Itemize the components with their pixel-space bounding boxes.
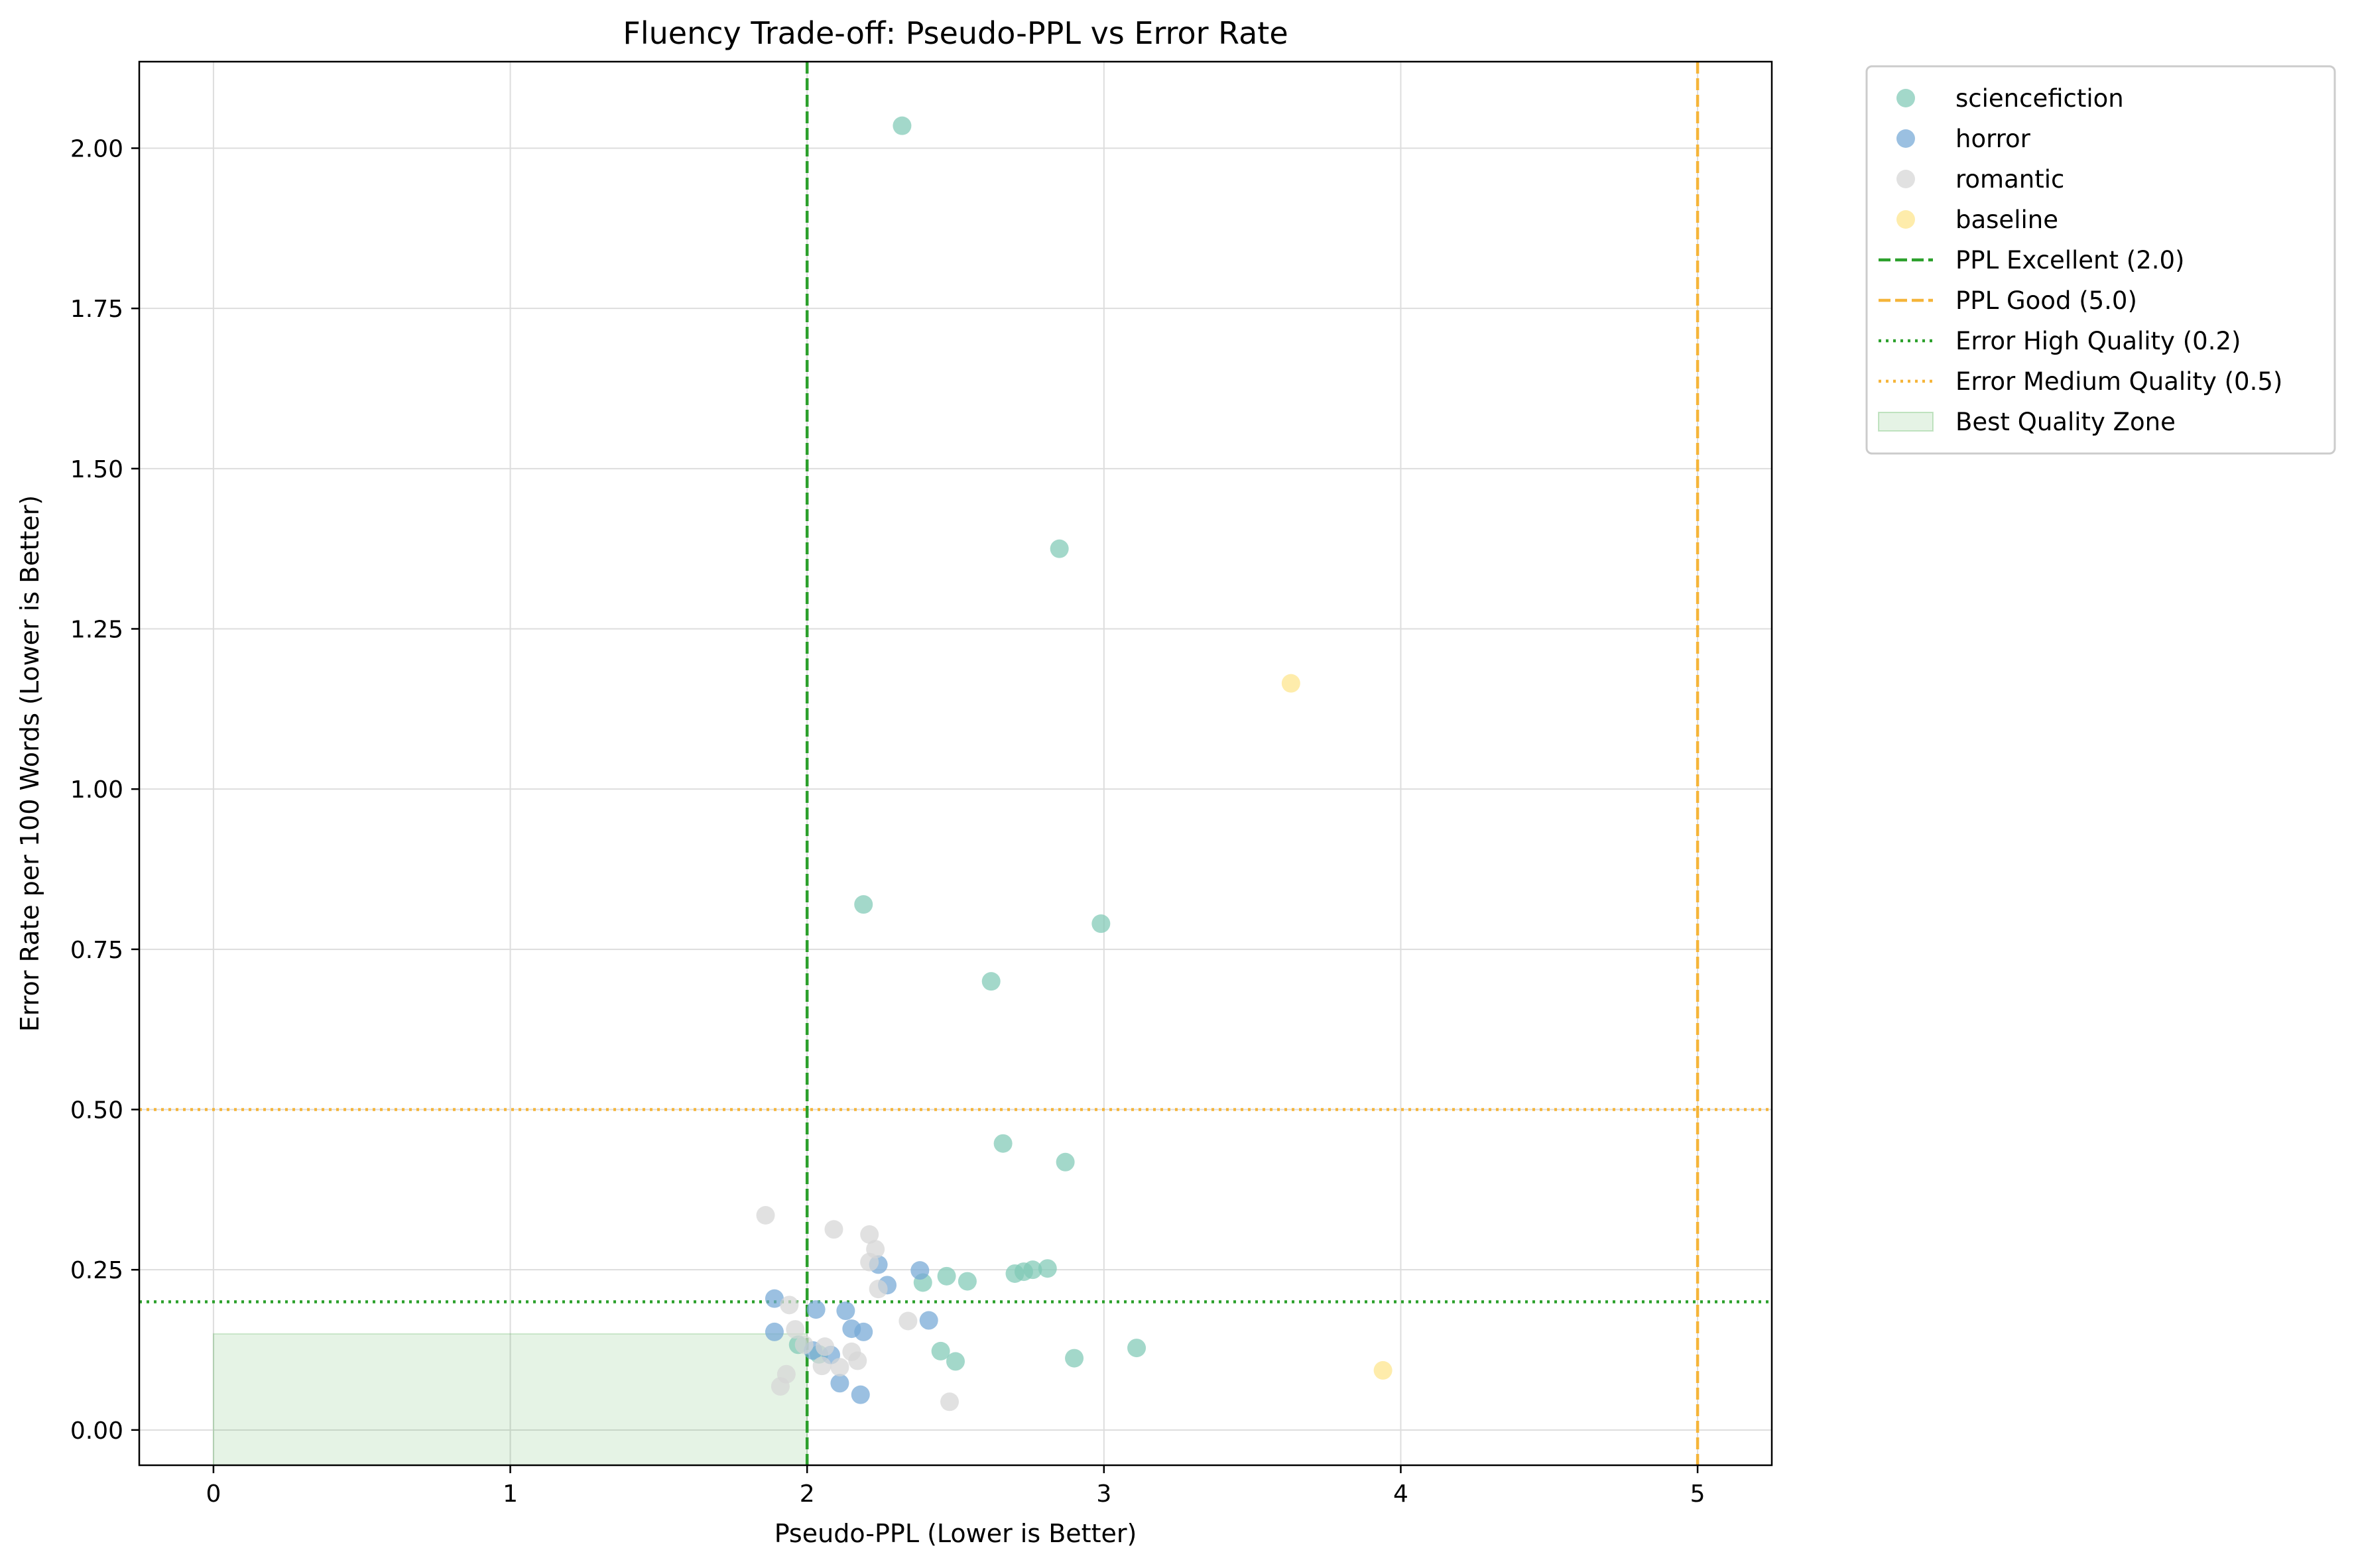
point-romantic-8 <box>786 1320 805 1339</box>
best-quality-zone-layer <box>212 1333 808 1467</box>
point-baseline-0 <box>1281 674 1300 693</box>
series-horror <box>765 1255 938 1404</box>
point-romantic-17 <box>940 1392 960 1412</box>
point-sciencefiction-0 <box>893 116 912 135</box>
point-horror-3 <box>836 1301 855 1321</box>
x-tick-label-2: 2 <box>800 1480 815 1508</box>
series-romantic <box>756 1206 960 1412</box>
point-sciencefiction-15 <box>931 1341 950 1360</box>
legend-marker-romantic <box>1896 170 1915 188</box>
point-romantic-7 <box>898 1311 918 1331</box>
point-horror-0 <box>765 1289 784 1308</box>
reference-lines <box>139 62 1772 1465</box>
x-axis-label: Pseudo-PPL (Lower is Better) <box>774 1519 1137 1548</box>
point-horror-9 <box>854 1322 873 1341</box>
x-tick-label-3: 3 <box>1096 1480 1111 1508</box>
legend-entry-error-medium-quality-0-5: Error Medium Quality (0.5) <box>1879 367 2282 396</box>
point-sciencefiction-11 <box>937 1266 956 1286</box>
series-sciencefiction <box>788 116 1146 1371</box>
point-romantic-14 <box>830 1358 849 1377</box>
point-horror-2 <box>806 1300 826 1319</box>
point-sciencefiction-10 <box>1005 1264 1024 1283</box>
point-baseline-1 <box>1373 1360 1393 1380</box>
legend-label-horror: horror <box>1955 125 2031 153</box>
legend-label-ppl-good-5-0: PPL Good (5.0) <box>1955 286 2137 315</box>
y-tick-label-5: 1.25 <box>70 617 123 644</box>
y-tick-label-0: 0.00 <box>70 1417 123 1445</box>
point-romantic-1 <box>824 1220 843 1239</box>
y-tick-label-7: 1.75 <box>70 296 123 323</box>
x-tick-label-1: 1 <box>503 1480 518 1508</box>
legend-entry-romantic: romantic <box>1896 165 2064 194</box>
x-tick-label-5: 5 <box>1690 1480 1705 1508</box>
y-tick-label-4: 1.00 <box>70 776 123 804</box>
x-tick-label-4: 4 <box>1393 1480 1408 1508</box>
best-quality-zone <box>212 1333 808 1467</box>
data-points <box>756 116 1393 1412</box>
point-sciencefiction-16 <box>1065 1349 1084 1368</box>
point-romantic-12 <box>848 1351 867 1370</box>
legend-label-error-medium-quality-0-5: Error Medium Quality (0.5) <box>1955 367 2282 396</box>
point-sciencefiction-4 <box>981 972 1001 991</box>
point-horror-4 <box>910 1261 930 1280</box>
chart-title: Fluency Trade-off: Pseudo-PPL vs Error R… <box>623 15 1288 51</box>
legend-entry-error-high-quality-0-2: Error High Quality (0.2) <box>1879 327 2241 355</box>
point-sciencefiction-2 <box>854 895 873 914</box>
point-romantic-2 <box>860 1225 879 1244</box>
point-sciencefiction-17 <box>946 1352 965 1371</box>
legend-entry-ppl-excellent-2-0: PPL Excellent (2.0) <box>1879 246 2184 274</box>
series-baseline <box>1281 674 1393 1380</box>
legend-patch-best-quality-zone <box>1878 412 1934 432</box>
point-romantic-5 <box>869 1280 888 1299</box>
point-horror-1 <box>765 1322 784 1341</box>
x-tick-label-0: 0 <box>206 1480 221 1508</box>
legend-entry-ppl-good-5-0: PPL Good (5.0) <box>1879 286 2137 315</box>
point-romantic-6 <box>780 1296 799 1315</box>
legend-label-ppl-excellent-2-0: PPL Excellent (2.0) <box>1955 246 2184 274</box>
point-romantic-13 <box>812 1357 832 1376</box>
point-sciencefiction-7 <box>1038 1259 1057 1278</box>
legend-entry-sciencefiction: sciencefiction <box>1896 84 2124 113</box>
point-sciencefiction-12 <box>958 1272 977 1291</box>
legend-entry-baseline: baseline <box>1896 206 2058 234</box>
legend-label-romantic: romantic <box>1955 165 2064 194</box>
legend-label-sciencefiction: sciencefiction <box>1955 84 2124 113</box>
point-sciencefiction-5 <box>993 1134 1013 1153</box>
y-tick-label-3: 0.75 <box>70 937 123 964</box>
point-horror-12 <box>830 1374 849 1393</box>
legend-label-baseline: baseline <box>1955 206 2058 234</box>
y-tick-label-2: 0.50 <box>70 1097 123 1124</box>
point-romantic-9 <box>794 1335 814 1355</box>
point-romantic-0 <box>756 1206 775 1225</box>
y-tick-label-8: 2.00 <box>70 136 123 163</box>
point-horror-13 <box>851 1385 870 1404</box>
legend: sciencefiction horror romantic baseline PPL … <box>1865 65 2336 455</box>
y-tick-label-1: 0.25 <box>70 1257 123 1284</box>
legend-entry-best-quality-zone: Best Quality Zone <box>1878 408 2176 436</box>
axes <box>131 60 1773 1473</box>
legend-label-best-quality-zone: Best Quality Zone <box>1955 408 2176 436</box>
legend-label-error-high-quality-0-2: Error High Quality (0.2) <box>1955 327 2241 355</box>
y-axis-label: Error Rate per 100 Words (Lower is Bette… <box>15 495 44 1032</box>
point-romantic-4 <box>860 1252 879 1272</box>
legend-frame <box>1865 65 2336 455</box>
point-sciencefiction-3 <box>1091 914 1111 934</box>
point-sciencefiction-6 <box>1056 1152 1075 1172</box>
legend-marker-baseline <box>1896 210 1915 229</box>
legend-marker-horror <box>1896 129 1915 148</box>
plot-frame <box>138 60 1773 1467</box>
legend-marker-sciencefiction <box>1896 89 1915 107</box>
y-tick-label-6: 1.50 <box>70 456 123 483</box>
legend-entry-horror: horror <box>1896 125 2031 153</box>
point-sciencefiction-14 <box>1127 1339 1146 1358</box>
point-horror-7 <box>919 1311 938 1330</box>
point-sciencefiction-1 <box>1050 539 1069 558</box>
point-romantic-10 <box>816 1337 835 1357</box>
point-romantic-16 <box>771 1377 790 1396</box>
tick-labels: 0 1 2 3 4 5 0.00 0.25 0.50 0.75 1.00 1.25 1.50 1.75 2.… <box>70 136 1705 1508</box>
